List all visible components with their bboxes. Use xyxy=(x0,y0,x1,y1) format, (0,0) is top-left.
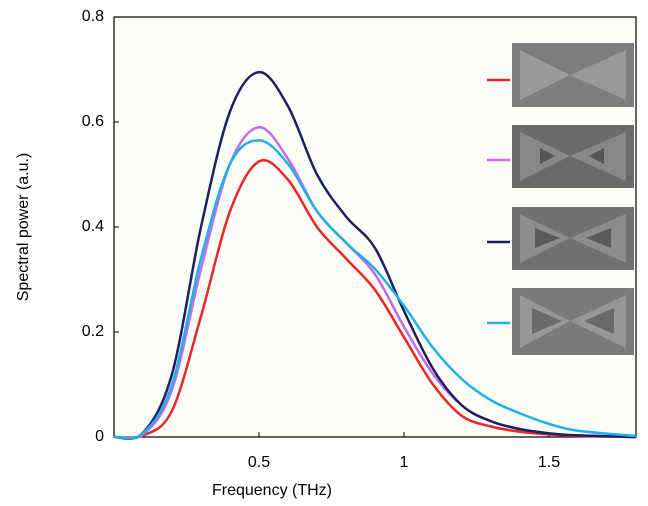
x-axis-label: Frequency (THz) xyxy=(212,482,332,499)
y-axis-label: Spectral power (a.u.) xyxy=(15,153,32,302)
y-tick-label: 0 xyxy=(95,428,104,445)
y-tick-label: 0.6 xyxy=(82,113,104,130)
y-tick-label: 0.8 xyxy=(82,8,104,25)
series-line xyxy=(113,139,637,440)
y-tick-label: 0.4 xyxy=(82,218,104,235)
y-tick-label: 0.2 xyxy=(82,323,104,340)
device-image xyxy=(512,43,634,107)
x-tick-label: 0.5 xyxy=(248,454,270,471)
legend-images xyxy=(512,43,634,355)
device-image xyxy=(512,288,634,355)
series-line xyxy=(113,70,637,440)
x-tick-label: 1.5 xyxy=(538,454,560,471)
series-line xyxy=(113,158,637,440)
device-image xyxy=(512,207,634,270)
x-tick-label: 1 xyxy=(400,454,409,471)
device-image xyxy=(512,125,634,188)
